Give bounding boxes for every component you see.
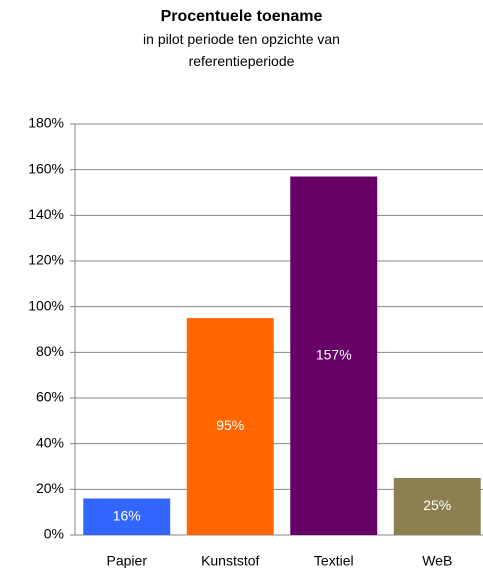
y-tick-label: 100% [28,297,64,313]
data-label: 157% [316,346,352,362]
bar [393,477,481,535]
y-tick-label: 140% [28,206,64,222]
chart-title: Procentuele toename [160,8,323,25]
y-tick-label: 60% [36,389,64,405]
x-tick-label: Kunststof [201,553,259,568]
chart-header: Procentuele toename in pilot periode ten… [0,6,483,72]
y-tick-label: 160% [28,160,64,176]
y-tick-label: 0% [44,526,64,542]
y-tick-label: 80% [36,343,64,359]
bar [83,498,171,535]
data-label: 25% [423,497,451,513]
chart-subtitle: in pilot periode ten opzichte van refere… [143,31,340,69]
x-tick-label: WeB [422,553,452,568]
data-label: 16% [113,507,141,523]
y-tick-label: 120% [28,252,64,268]
y-tick-label: 20% [36,480,64,496]
y-tick-label: 180% [28,115,64,131]
data-label: 95% [216,417,244,433]
bar [186,318,274,535]
x-tick-label: Textiel [314,553,354,568]
y-tick-label: 40% [36,434,64,450]
x-tick-label: Papier [107,553,148,568]
bar [290,176,378,535]
